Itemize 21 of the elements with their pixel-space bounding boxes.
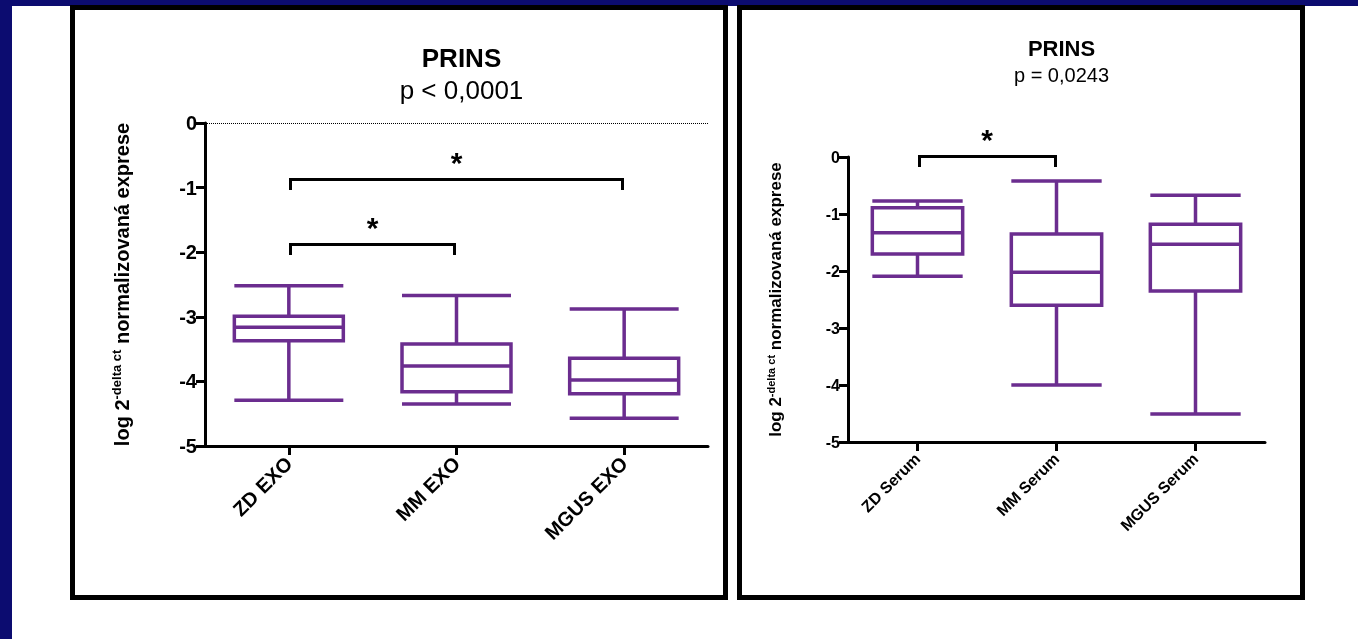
y-tick-label: -1 [179,176,197,199]
chart-subtitle: p = 0,0243 [1013,64,1110,86]
y-tick-label: -2 [179,241,197,264]
y-tick-label: 0 [185,112,197,134]
chart-title: PRINS [1027,35,1096,61]
y-axis-title: log 2-delta ct normalizovaná exprese [764,162,785,437]
y-tick-label: -1 [825,205,841,223]
y-tick-label: -3 [825,319,841,337]
text: * [981,122,993,156]
y-axis-title: log 2-delta ct normalizovaná exprese [109,122,133,447]
y-tick-label: -2 [825,262,841,280]
y-tick-label: -5 [825,433,841,451]
y-tick-label: -5 [179,435,197,457]
y-tick-label: 0 [831,148,841,166]
y-tick-label: -4 [179,370,198,393]
chart-title: PRINS [421,43,502,73]
annotation: * [450,145,463,179]
chart-subtitle: p < 0,0001 [399,75,524,105]
y-tick-label: -3 [179,305,197,328]
y-tick-label: -4 [825,376,841,394]
annotation: * [366,210,379,244]
